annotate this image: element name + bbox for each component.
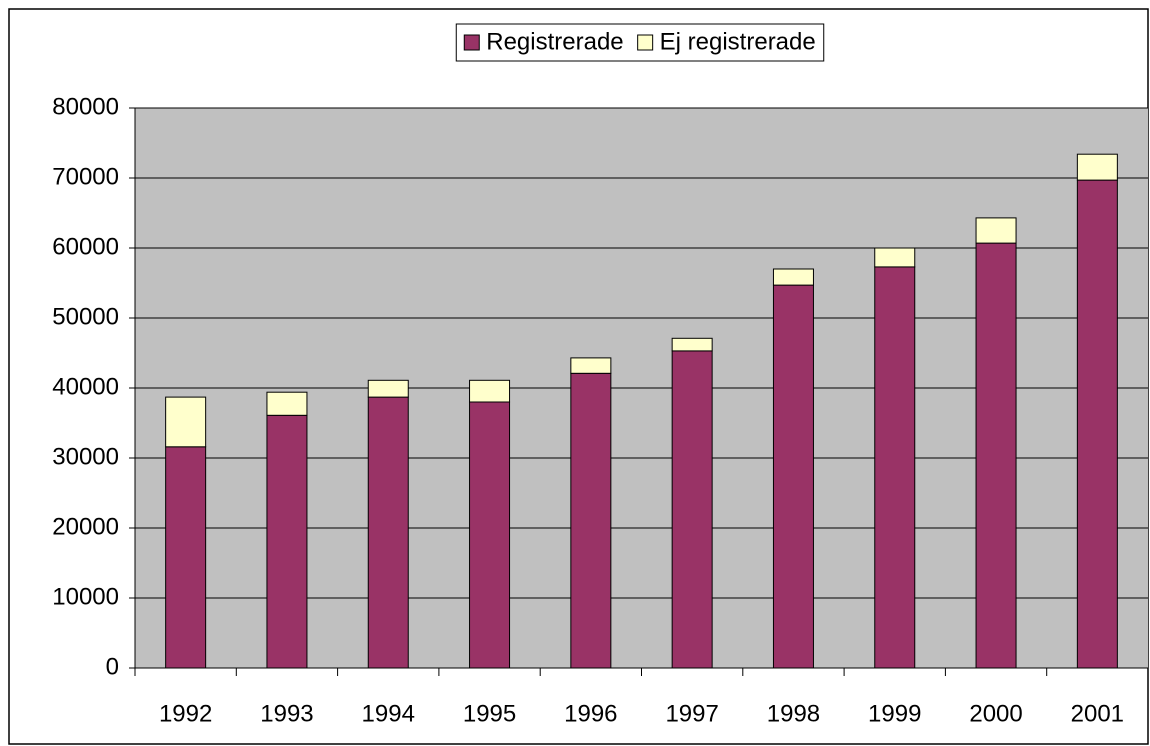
bar-segment [570, 357, 612, 374]
x-tick-label: 1999 [868, 700, 921, 727]
bar-segment [165, 446, 207, 669]
legend-label: Ej registrerade [660, 28, 816, 55]
x-tick-label: 2000 [969, 700, 1022, 727]
legend-swatch [463, 34, 480, 51]
bar-segment [772, 268, 814, 286]
y-tick-label: 30000 [52, 443, 119, 470]
y-tick-label: 10000 [52, 583, 119, 610]
y-tick-label: 70000 [52, 163, 119, 190]
bar-segment [367, 396, 409, 669]
legend-label: Registrerade [486, 28, 623, 55]
bar-segment [874, 247, 916, 268]
y-tick-label: 80000 [52, 93, 119, 120]
bar-segment [570, 372, 612, 669]
bar-segment [671, 337, 713, 352]
x-tick-label: 1994 [362, 700, 415, 727]
bar-segment [469, 401, 511, 669]
bar-segment [367, 379, 409, 398]
x-tick-label: 1993 [260, 700, 313, 727]
bar-segment [975, 217, 1017, 244]
bar-segment [469, 379, 511, 403]
bar-segment [266, 414, 308, 669]
bar-segment [1076, 153, 1118, 181]
bar-segment [1076, 179, 1118, 669]
bar-segment [266, 391, 308, 416]
y-tick-label: 20000 [52, 513, 119, 540]
y-tick-label: 60000 [52, 233, 119, 260]
y-tick-label: 40000 [52, 373, 119, 400]
bar-segment [772, 284, 814, 669]
y-tick-label: 50000 [52, 303, 119, 330]
bar-segment [975, 242, 1017, 669]
x-tick-label: 2001 [1071, 700, 1124, 727]
x-tick-label: 1996 [564, 700, 617, 727]
x-tick-label: 1998 [767, 700, 820, 727]
bar-segment [671, 350, 713, 669]
y-tick-label: 0 [106, 653, 119, 680]
x-tick-label: 1997 [665, 700, 718, 727]
x-tick-label: 1992 [159, 700, 212, 727]
bar-segment [165, 396, 207, 448]
bar-segment [874, 266, 916, 669]
legend-swatch [637, 34, 654, 51]
x-tick-label: 1995 [463, 700, 516, 727]
